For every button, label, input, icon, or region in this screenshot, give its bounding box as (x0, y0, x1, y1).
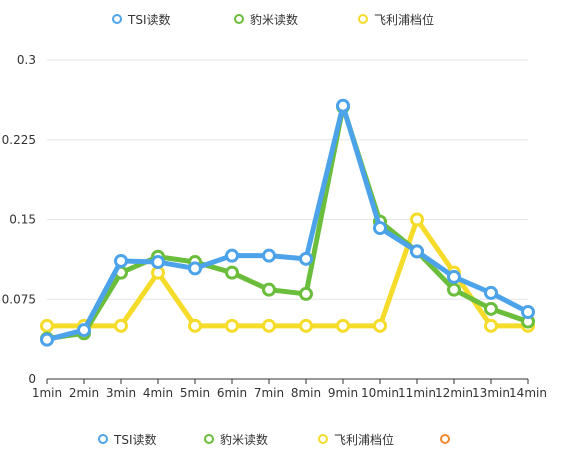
series-group (40, 98, 535, 347)
x-tick-label: 4min (143, 386, 173, 400)
series-line (44, 104, 531, 342)
series-0 (40, 98, 535, 347)
data-point[interactable] (40, 332, 54, 347)
data-point[interactable] (447, 282, 461, 297)
data-point[interactable] (40, 318, 54, 333)
data-point[interactable] (410, 212, 424, 227)
data-point[interactable] (114, 318, 128, 333)
legend-marker-icon (98, 434, 108, 444)
legend-item-baomi[interactable]: 豹米读数 (204, 428, 268, 450)
legend-marker-icon (318, 434, 328, 444)
legend-label: 豹米读数 (220, 432, 269, 447)
legend-marker-icon (234, 14, 244, 24)
data-point[interactable] (336, 98, 350, 113)
y-tick-label: 0.075 (2, 292, 36, 306)
series-line (44, 217, 531, 329)
x-tick-label: 13min (472, 386, 510, 400)
data-point[interactable] (447, 269, 461, 284)
x-tick-label: 8min (291, 386, 321, 400)
x-tick-label: 5min (180, 386, 210, 400)
data-point[interactable] (151, 255, 165, 270)
data-point[interactable] (114, 253, 128, 268)
legend-item-tsi[interactable]: TSI读数 (112, 8, 171, 30)
x-tick-label: 14min (509, 386, 547, 400)
data-point[interactable] (262, 318, 276, 333)
x-tick-label: 9min (328, 386, 358, 400)
data-point[interactable] (299, 251, 313, 266)
legend-label: 豹米读数 (250, 12, 299, 27)
legend-item-philips[interactable]: 飞利浦档位 (318, 428, 394, 450)
data-point[interactable] (188, 261, 202, 276)
y-tick-label: 0.225 (2, 133, 36, 147)
x-axis: 1min 2min 3min 4min 5min 6min 7min 8min 9min 10mi… (32, 378, 547, 400)
legend-item-tsi[interactable]: TSI读数 (98, 428, 157, 450)
x-tick-label: 12min (435, 386, 473, 400)
y-tick-label: 0.15 (9, 213, 36, 227)
data-point[interactable] (484, 301, 498, 316)
series-line (44, 103, 531, 343)
data-point[interactable] (410, 244, 424, 259)
legend-marker-icon (440, 434, 450, 444)
series-1 (40, 99, 535, 346)
legend-bottom: TSI读数 豹米读数 飞利浦档位 (0, 428, 574, 450)
data-point[interactable] (299, 286, 313, 301)
legend-label: TSI读数 (128, 12, 171, 27)
legend-marker-icon (358, 14, 368, 24)
legend-top: TSI读数 豹米读数 飞利浦档位 (0, 8, 574, 30)
legend-label: 飞利浦档位 (374, 12, 435, 27)
legend-marker-icon (204, 434, 214, 444)
legend-label: TSI读数 (114, 432, 157, 447)
data-point[interactable] (336, 318, 350, 333)
data-point[interactable] (262, 282, 276, 297)
x-tick-label: 2min (69, 386, 99, 400)
x-tick-label: 1min (32, 386, 62, 400)
data-point[interactable] (225, 248, 239, 263)
grid-lines (47, 59, 528, 300)
data-point[interactable] (225, 265, 239, 280)
data-point[interactable] (262, 248, 276, 263)
y-tick-label: 0.3 (17, 53, 36, 67)
series-2 (40, 212, 535, 333)
x-tick-label: 6min (217, 386, 247, 400)
data-point[interactable] (299, 318, 313, 333)
data-point[interactable] (484, 318, 498, 333)
data-point[interactable] (373, 318, 387, 333)
data-point[interactable] (521, 305, 535, 320)
x-tick-label: 11min (398, 386, 436, 400)
y-tick-label: 0 (28, 372, 36, 386)
legend-item-extra[interactable] (440, 428, 456, 450)
legend-item-baomi[interactable]: 豹米读数 (234, 8, 298, 30)
legend-label: 飞利浦档位 (334, 432, 395, 447)
x-tick-label: 10min (361, 386, 399, 400)
data-point[interactable] (484, 285, 498, 300)
data-point[interactable] (188, 318, 202, 333)
y-axis: 0 0.075 0.15 0.225 0.3 (2, 53, 36, 386)
legend-marker-icon (112, 14, 122, 24)
data-point[interactable] (77, 323, 91, 338)
x-tick-label: 3min (106, 386, 136, 400)
data-point[interactable] (373, 221, 387, 236)
data-point[interactable] (225, 318, 239, 333)
x-tick-label: 7min (254, 386, 284, 400)
legend-item-philips[interactable]: 飞利浦档位 (358, 8, 434, 30)
